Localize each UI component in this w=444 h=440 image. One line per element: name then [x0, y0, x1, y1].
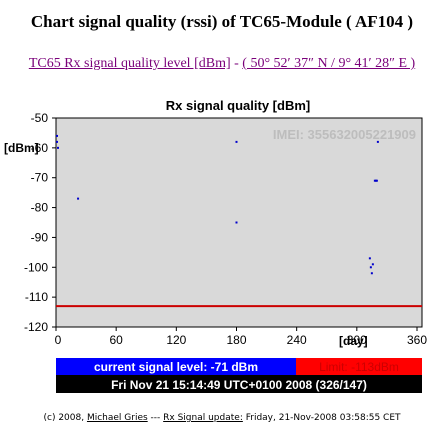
- copyright-text: (c) 2008,: [43, 413, 87, 423]
- x-axis-label: [day]: [339, 334, 368, 348]
- y-tick-label: -100: [24, 260, 48, 274]
- chart-title: Rx signal quality [dBm]: [166, 98, 310, 113]
- limit-label: Limit: -113dBm: [319, 360, 399, 374]
- author-link[interactable]: Michael Gries: [86, 413, 148, 423]
- data-point: [376, 140, 379, 143]
- x-tick-label: 240: [287, 333, 307, 347]
- y-axis-label: [dBm]: [4, 141, 39, 155]
- data-point: [77, 197, 80, 200]
- subtitle-line: TC65 Rx signal quality level [dBm] - ( 5…: [0, 56, 444, 72]
- x-tick-label: 360: [407, 333, 427, 347]
- plot-area: [55, 117, 423, 328]
- data-point: [370, 272, 373, 275]
- x-tick-labels: 0 60 120 180 240 300 360: [55, 327, 427, 347]
- data-point: [235, 221, 238, 224]
- x-tick-label: 0: [55, 333, 62, 347]
- data-point: [375, 179, 378, 182]
- footer: (c) 2008, Michael Gries --- Rx Signal up…: [0, 413, 444, 423]
- subtitle-separator: -: [230, 56, 243, 71]
- y-tick-label: -120: [24, 320, 48, 334]
- y-tick-label: -80: [31, 201, 49, 215]
- update-time: Friday, 21-Nov-2008 03:58:55 CET: [242, 413, 401, 423]
- x-tick-label: 180: [226, 333, 246, 347]
- imei-watermark: IMEI: 355632005221909: [273, 127, 416, 142]
- data-point: [56, 134, 59, 137]
- footer-separator: ---: [147, 413, 164, 423]
- rx-update-link[interactable]: Rx Signal update:: [163, 413, 243, 423]
- y-tick-label: -50: [31, 111, 49, 125]
- limit-bg: [296, 358, 422, 375]
- data-point: [373, 179, 376, 182]
- data-point: [371, 263, 374, 266]
- data-point: [374, 179, 377, 182]
- data-point: [369, 266, 372, 269]
- page-title: Chart signal quality (rssi) of TC65-Modu…: [30, 12, 414, 31]
- timestamp-bg: [56, 375, 422, 393]
- timestamp-label: Fri Nov 21 15:14:49 UTC+0100 2008 (326/1…: [111, 378, 367, 392]
- y-tick-label: -90: [31, 230, 49, 244]
- y-tick-label: -110: [25, 290, 48, 304]
- data-point: [368, 257, 371, 260]
- rx-signal-chart: Rx signal quality [dBm] IMEI: 3556320052…: [0, 90, 444, 400]
- current-level-bg: [56, 358, 296, 375]
- data-point: [57, 146, 60, 149]
- data-point: [235, 140, 238, 143]
- y-tick-label: -70: [31, 171, 49, 185]
- data-points: [56, 134, 379, 275]
- y-tick-labels: -50 -60 -70 -80 -90 -100 -110 -120: [24, 111, 56, 334]
- x-tick-label: 60: [109, 333, 123, 347]
- x-tick-label: 300: [347, 333, 367, 347]
- current-level-label: current signal level: -71 dBm: [94, 360, 258, 374]
- y-tick-label: -60: [31, 141, 49, 155]
- signal-quality-link[interactable]: TC65 Rx signal quality level [dBm]: [28, 56, 231, 71]
- data-point: [56, 140, 59, 143]
- x-tick-label: 120: [166, 333, 186, 347]
- coordinates-link[interactable]: ( 50° 52′ 37″ N / 9° 41′ 28″ E ): [242, 56, 416, 71]
